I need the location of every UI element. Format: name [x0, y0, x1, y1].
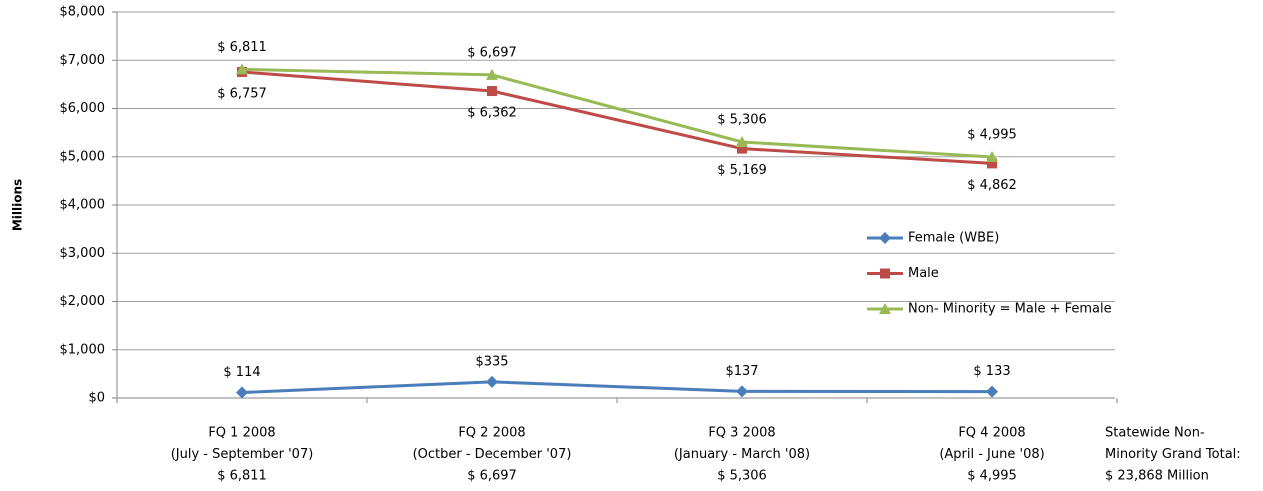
marker: [736, 135, 748, 147]
data-label: $ 114: [223, 365, 260, 380]
x-tick-label: FQ 2 2008: [458, 426, 525, 441]
data-label: $ 6,811: [217, 40, 267, 55]
y-tick-label: $4,000: [60, 198, 106, 213]
marker: [736, 385, 748, 398]
series-line: [241, 67, 993, 159]
marker: [487, 86, 497, 97]
data-label: $335: [475, 354, 508, 369]
legend-label: Female (WBE): [908, 231, 999, 246]
data-label: $ 5,306: [717, 112, 767, 127]
x-tick-label: (January - March '08): [674, 447, 810, 462]
x-tick-label: FQ 3 2008: [708, 426, 775, 441]
x-tick-label: $ 4,995: [967, 469, 1017, 484]
y-axis-label: Millions: [11, 179, 25, 231]
legend-label: Non- Minority = Male + Female: [908, 302, 1112, 317]
y-tick-label: $1,000: [60, 342, 106, 357]
y-tick-label: $7,000: [60, 53, 106, 68]
x-tick-label: $ 6,811: [217, 469, 267, 484]
marker: [879, 303, 891, 314]
x-tick-label: FQ 1 2008: [208, 426, 275, 441]
y-tick-label: $8,000: [60, 5, 106, 20]
y-tick-label: $2,000: [60, 294, 106, 309]
annotation: Statewide Non-: [1105, 426, 1205, 441]
x-tick-label: $ 5,306: [717, 469, 767, 484]
data-label: $ 6,757: [217, 86, 267, 101]
data-label: $ 4,995: [967, 127, 1017, 142]
marker: [879, 232, 891, 244]
marker: [737, 143, 747, 154]
x-tick-label: (July - September '07): [171, 447, 314, 462]
x-tick-label: FQ 4 2008: [958, 426, 1025, 441]
y-tick-label: $3,000: [60, 246, 106, 261]
marker: [986, 385, 998, 398]
x-tick-label: (Octber - December '07): [413, 447, 572, 462]
marker: [486, 68, 498, 80]
y-tick-label: $5,000: [60, 149, 106, 164]
marker: [986, 150, 998, 162]
marker: [236, 63, 248, 75]
series-line: [241, 380, 993, 394]
data-label: $ 133: [973, 364, 1010, 379]
y-tick-label: $0: [88, 391, 105, 406]
series-line: [241, 70, 993, 165]
data-label: $ 5,169: [717, 163, 767, 178]
marker: [236, 386, 248, 399]
data-label: $ 6,362: [467, 106, 517, 121]
marker: [880, 268, 890, 279]
marker: [987, 158, 997, 169]
marker: [486, 375, 498, 388]
annotation: Minority Grand Total:: [1105, 447, 1241, 462]
data-label: $ 6,697: [467, 45, 517, 60]
annotation: $ 23,868 Million: [1105, 469, 1209, 484]
data-label: $137: [725, 364, 758, 379]
x-tick-label: (April - June '08): [939, 447, 1044, 462]
legend-label: Male: [908, 266, 939, 281]
data-label: $ 4,862: [967, 178, 1017, 193]
y-tick-label: $6,000: [60, 101, 106, 116]
x-tick-label: $ 6,697: [467, 469, 517, 484]
